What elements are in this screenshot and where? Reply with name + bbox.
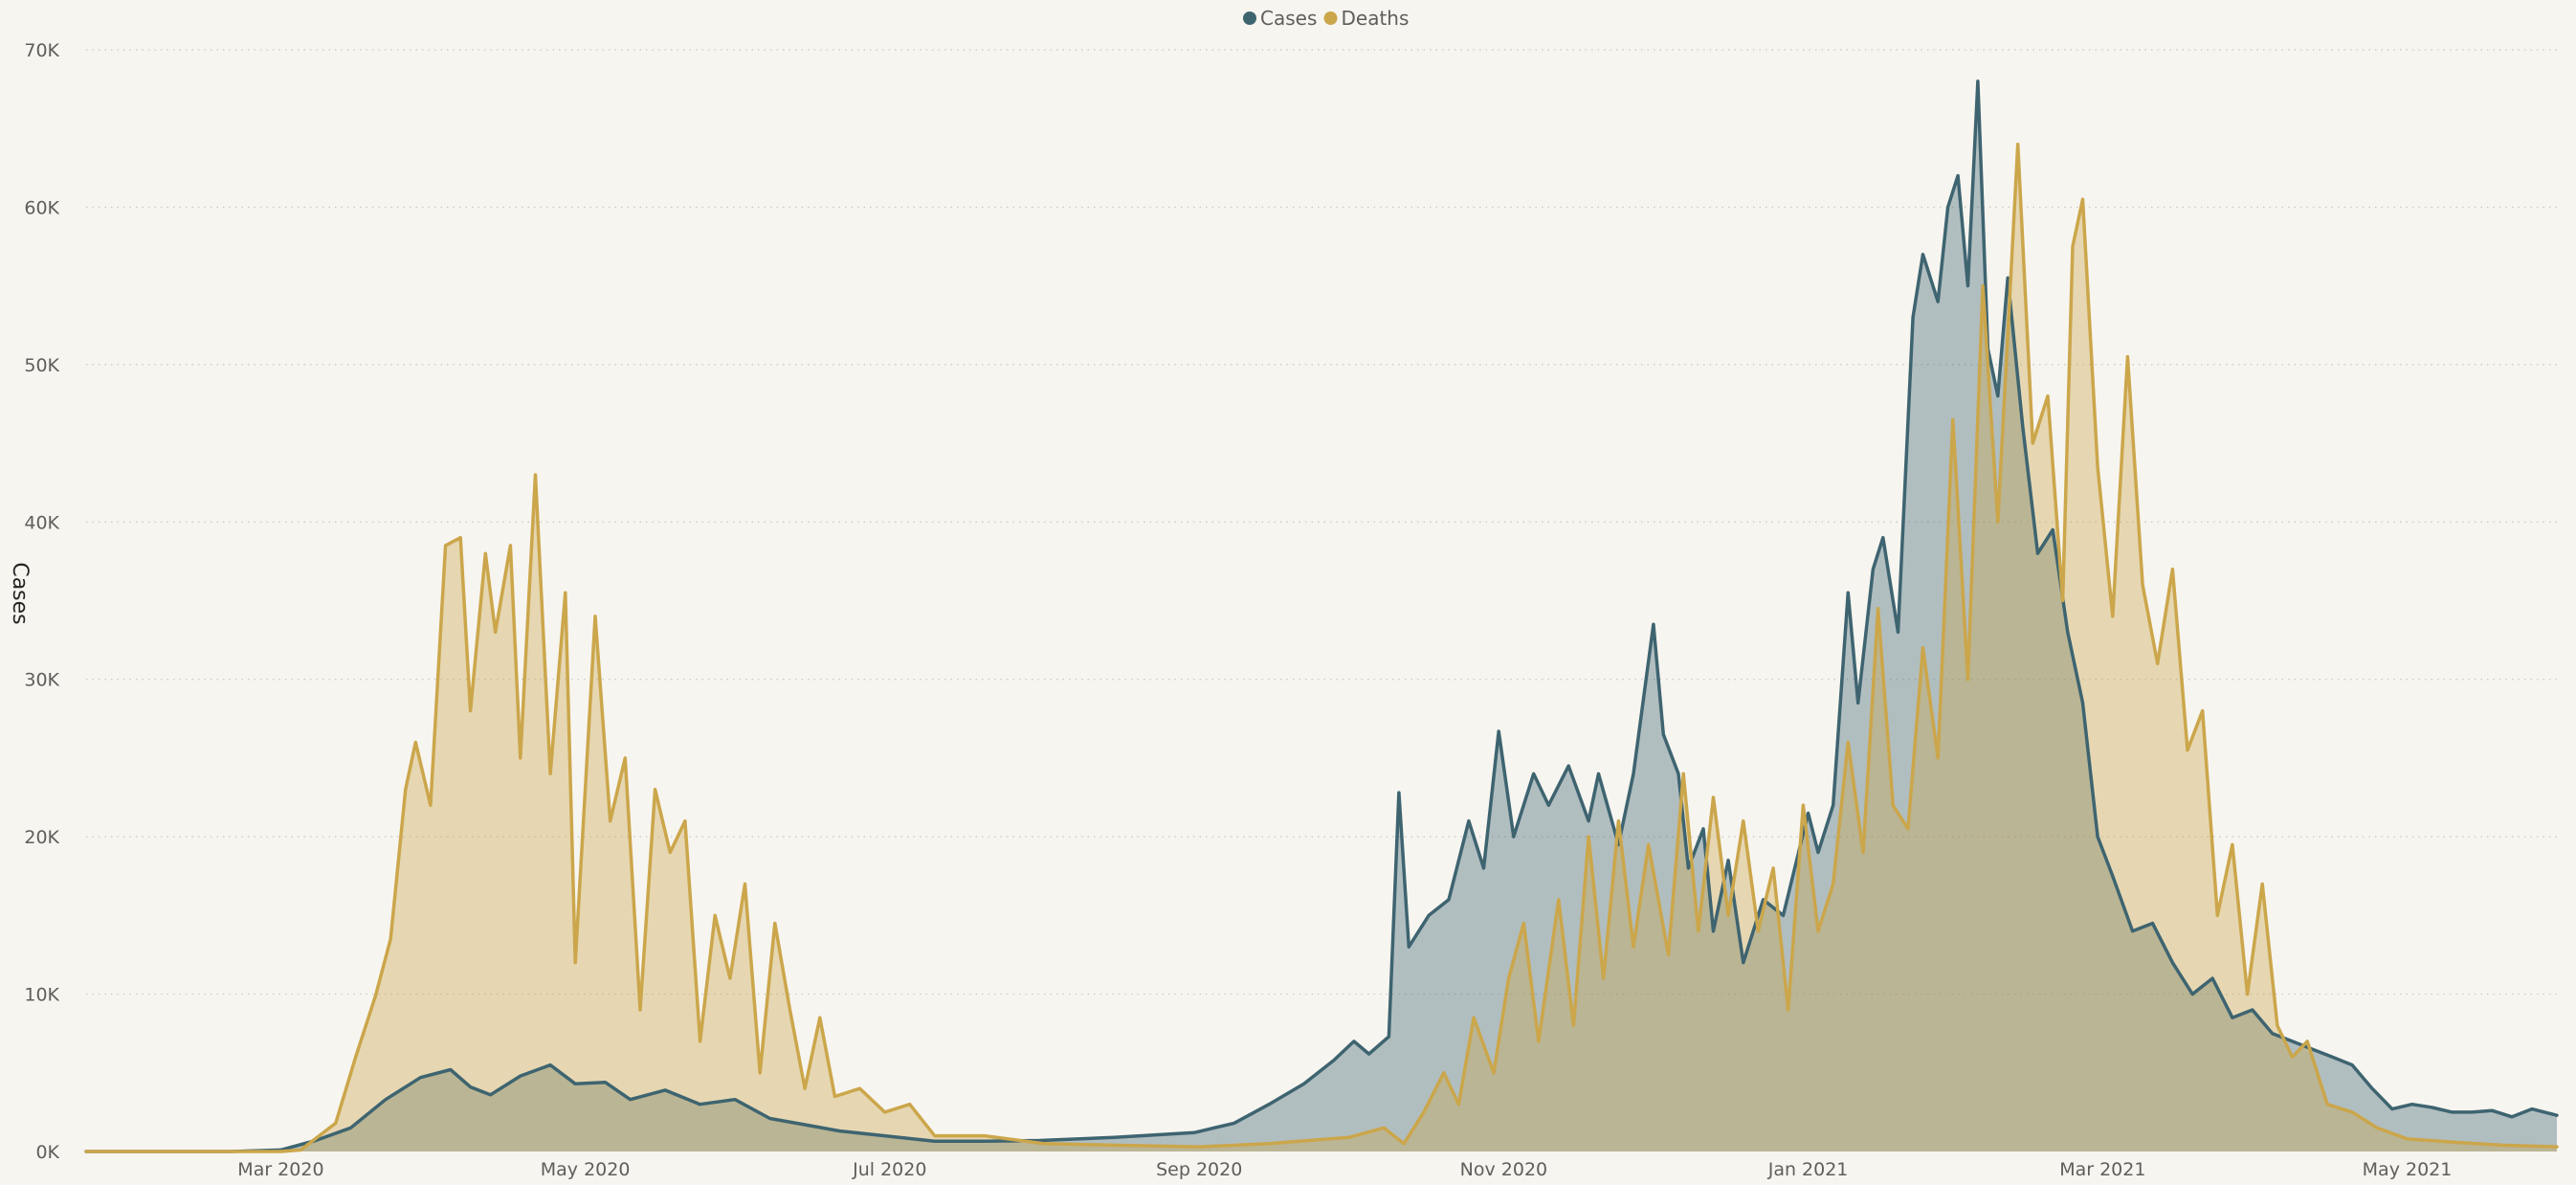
x-tick-label: Mar 2020 [237,1159,323,1180]
x-tick-label: May 2021 [2363,1159,2453,1180]
x-tick-label: Nov 2020 [1460,1159,1547,1180]
x-tick-label: Jan 2021 [1767,1159,1849,1180]
y-axis-title: Cases [8,562,32,624]
legend: Cases Deaths [1243,7,1409,30]
y-axis-ticks: 0K 10K 20K 30K 40K 50K 60K 70K [24,40,59,1163]
y-tick-label: 50K [24,355,59,376]
y-tick-label: 40K [24,512,59,533]
x-tick-label: Mar 2021 [2059,1159,2145,1180]
series-areas [86,80,2557,1152]
y-tick-label: 10K [24,985,59,1006]
series-area-deaths [86,144,2557,1152]
y-tick-label: 30K [24,670,59,691]
legend-marker-deaths [1323,11,1338,25]
x-tick-label: Sep 2020 [1156,1159,1242,1180]
y-tick-label: 20K [24,827,59,848]
y-tick-label: 60K [24,197,59,218]
series-lines [84,79,2559,1153]
legend-label-cases[interactable]: Cases [1260,7,1317,30]
x-tick-label: Jul 2020 [852,1159,926,1180]
x-axis-ticks: Mar 2020 May 2020 Jul 2020 Sep 2020 Nov 2020… [237,1159,2452,1180]
series-line-cases [84,79,2559,1153]
y-tick-label: 0K [35,1142,59,1163]
x-tick-label: May 2020 [541,1159,631,1180]
legend-label-deaths[interactable]: Deaths [1342,7,1410,30]
series-area-cases [86,80,2557,1151]
y-tick-label: 70K [24,40,59,61]
legend-marker-cases [1243,11,1256,25]
series-line-deaths [84,142,2559,1153]
gridlines [86,49,2557,995]
